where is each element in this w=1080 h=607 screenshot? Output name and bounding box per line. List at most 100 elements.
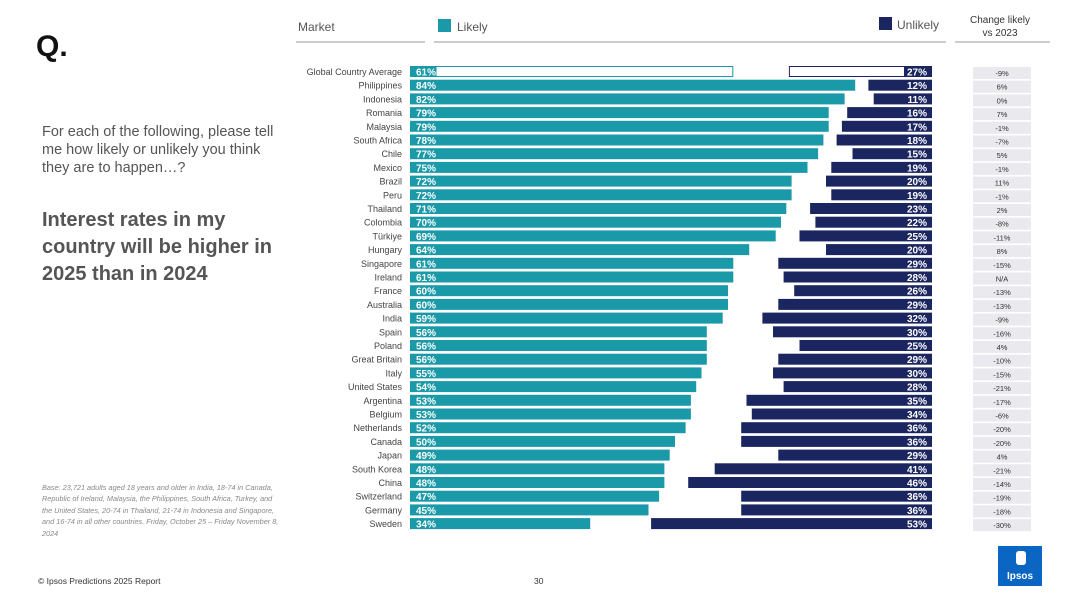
bar-unlikely xyxy=(826,175,932,187)
bar-likely xyxy=(410,381,697,393)
change-cell xyxy=(973,121,1031,134)
bar-likely xyxy=(410,148,819,160)
change-value: -6% xyxy=(995,412,1009,421)
category-label: Netherlands xyxy=(353,423,402,433)
bar-likely-value-chip xyxy=(410,66,437,77)
bar-likely xyxy=(410,230,776,242)
value-label-likely: 56% xyxy=(416,342,436,353)
category-label: Spain xyxy=(379,327,402,337)
bar-likely xyxy=(410,203,787,214)
change-cell xyxy=(973,286,1031,299)
page-number: 30 xyxy=(534,576,544,586)
value-label-unlikely: 46% xyxy=(907,479,927,490)
value-label-unlikely: 12% xyxy=(907,81,927,92)
category-label: South Korea xyxy=(352,464,402,474)
bar-unlikely xyxy=(841,120,932,132)
value-label-unlikely: 16% xyxy=(907,109,927,120)
value-label-unlikely: 15% xyxy=(907,150,927,161)
change-value: -16% xyxy=(993,329,1011,338)
category-label: Romania xyxy=(366,108,402,118)
change-value: -1% xyxy=(995,124,1009,133)
category-label: Mexico xyxy=(373,163,402,173)
change-cell xyxy=(973,176,1031,189)
category-label: Italy xyxy=(385,368,402,378)
change-cell xyxy=(973,204,1031,216)
value-label-likely: 48% xyxy=(416,479,436,490)
category-label: Singapore xyxy=(361,259,402,269)
category-label: Great Britain xyxy=(351,355,402,365)
category-label: China xyxy=(378,478,402,488)
bar-likely xyxy=(410,285,728,297)
bar-unlikely xyxy=(794,285,932,297)
value-label-unlikely: 25% xyxy=(907,232,927,243)
change-cell xyxy=(973,327,1031,340)
category-label: Poland xyxy=(374,341,402,351)
value-label-likely: 75% xyxy=(416,163,436,174)
category-label: Germany xyxy=(365,505,403,515)
value-label-likely: 55% xyxy=(416,369,436,380)
category-label: Thailand xyxy=(367,204,402,214)
change-value: 6% xyxy=(997,83,1008,92)
value-label-likely: 61% xyxy=(416,259,436,270)
category-label: Türkiye xyxy=(372,231,402,241)
bar-unlikely xyxy=(826,244,932,256)
change-cell xyxy=(973,478,1031,490)
bar-likely xyxy=(410,367,702,379)
bar-unlikely xyxy=(810,203,932,214)
change-cell xyxy=(973,94,1031,107)
value-label-unlikely: 30% xyxy=(907,328,927,339)
bar-likely xyxy=(410,408,691,420)
change-value: N/A xyxy=(996,275,1009,284)
change-value: -17% xyxy=(993,398,1011,407)
change-cell xyxy=(973,217,1031,230)
value-label-likely: 34% xyxy=(416,520,436,531)
change-value: -13% xyxy=(993,302,1011,311)
ipsos-logo: Ipsos xyxy=(998,546,1042,586)
value-label-likely: 77% xyxy=(416,150,436,161)
bar-unlikely xyxy=(831,189,932,201)
question-mark-label: Q. xyxy=(36,30,68,63)
value-label-likely: 47% xyxy=(416,492,436,503)
bar-likely xyxy=(410,326,707,338)
change-value: 0% xyxy=(997,96,1008,105)
bar-likely xyxy=(410,394,691,406)
category-label: South Africa xyxy=(353,136,402,146)
header-change-line1: Change likely xyxy=(970,15,1030,26)
bar-likely xyxy=(410,216,781,228)
legend-unlikely-swatch xyxy=(879,17,892,30)
value-label-unlikely: 36% xyxy=(907,437,927,448)
bar-unlikely xyxy=(751,408,932,420)
category-label: Ireland xyxy=(374,273,402,283)
change-cell xyxy=(973,341,1031,353)
question-headline: Interest rates in my country will be hig… xyxy=(42,209,273,285)
category-label: Belgium xyxy=(369,410,402,420)
bar-unlikely xyxy=(773,326,932,338)
value-label-unlikely: 20% xyxy=(907,246,927,257)
bar-likely xyxy=(410,66,734,77)
value-label-likely: 49% xyxy=(416,451,436,462)
bar-unlikely xyxy=(831,161,932,173)
change-value: 8% xyxy=(997,247,1008,256)
value-label-likely: 78% xyxy=(416,136,436,147)
value-label-likely: 54% xyxy=(416,383,436,394)
bar-likely xyxy=(410,504,649,516)
value-label-unlikely: 22% xyxy=(907,218,927,229)
bar-unlikely xyxy=(741,490,932,502)
change-value: -18% xyxy=(993,507,1011,516)
bar-unlikely xyxy=(783,381,932,393)
change-value: -20% xyxy=(993,439,1011,448)
value-label-likely: 53% xyxy=(416,396,436,407)
bar-likely xyxy=(410,134,824,146)
bar-likely xyxy=(410,107,829,119)
header-change-line2: vs 2023 xyxy=(982,28,1017,39)
category-label: Switzerland xyxy=(355,492,402,502)
bar-likely xyxy=(410,435,675,447)
value-label-likely: 64% xyxy=(416,246,436,257)
category-label: Malaysia xyxy=(366,122,402,132)
bar-likely xyxy=(410,271,734,283)
category-label: United States xyxy=(348,382,403,392)
logo-figure-icon xyxy=(1016,551,1026,565)
bar-likely xyxy=(410,490,660,502)
change-cell xyxy=(973,409,1031,422)
category-label: France xyxy=(374,286,402,296)
